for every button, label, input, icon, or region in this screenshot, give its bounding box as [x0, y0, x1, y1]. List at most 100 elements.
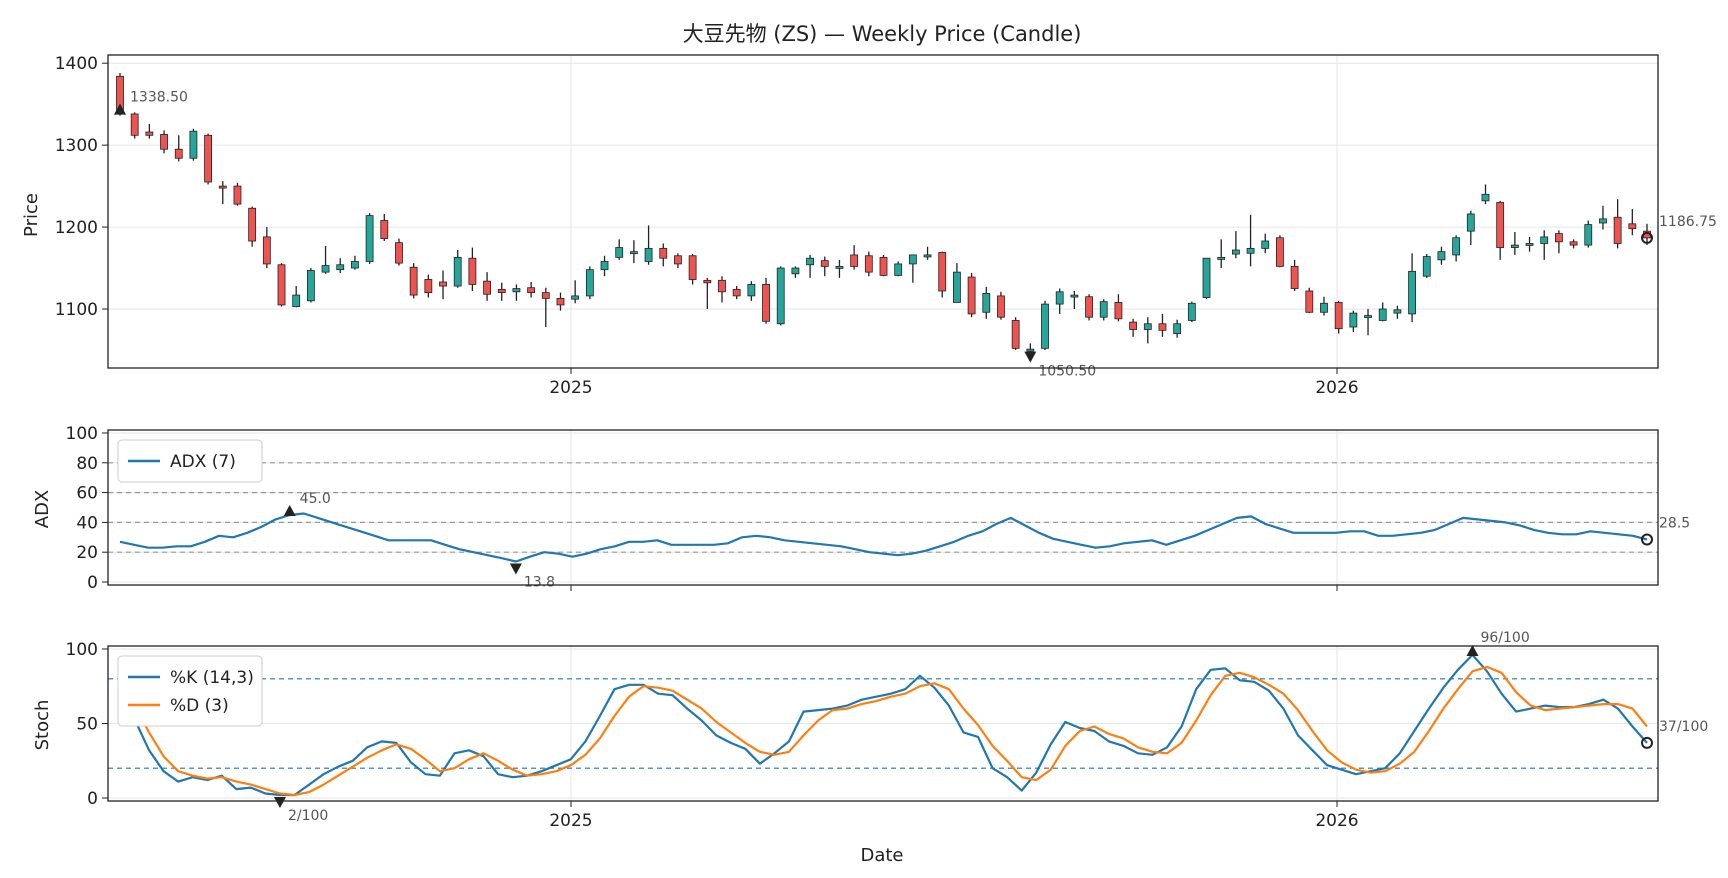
panel-frame — [107, 429, 1659, 586]
candle-down — [218, 185, 227, 189]
y-tick-label: 100 — [66, 424, 98, 444]
candle-down — [997, 295, 1005, 318]
candle-up — [1349, 312, 1358, 328]
candle-up — [1173, 323, 1182, 334]
candle-up — [1452, 237, 1461, 256]
candle-up — [1393, 309, 1402, 314]
candle-down — [262, 236, 271, 265]
legend-entry: %K (14,3) — [170, 668, 254, 688]
annotation-label: 1186.75 — [1659, 214, 1717, 230]
x-axis-label: Date — [860, 845, 903, 866]
candle-down — [732, 288, 741, 297]
candle-down — [938, 252, 947, 292]
candle-down — [277, 264, 286, 306]
candle-up — [615, 247, 624, 258]
y-tick-label: 60 — [76, 484, 98, 504]
price-axis-label: Price — [21, 193, 42, 237]
candle-down — [674, 255, 682, 265]
annotation-label: 13.8 — [524, 574, 555, 590]
candle-down — [483, 280, 491, 295]
candle-up — [908, 254, 917, 265]
candle-up — [571, 295, 580, 300]
peak-marker — [283, 504, 296, 516]
annotation-label: 2/100 — [288, 808, 328, 824]
candle-up — [1202, 257, 1211, 298]
annotation-label: 1338.50 — [130, 90, 188, 106]
candle-down — [688, 255, 697, 280]
candle-up — [1525, 243, 1534, 246]
candle-up — [1026, 348, 1035, 352]
y-tick-label: 40 — [76, 513, 98, 533]
candle-down — [820, 260, 829, 267]
candle-up — [365, 215, 374, 262]
candle-down — [204, 134, 212, 183]
candle-down — [248, 207, 257, 242]
candle-up — [1422, 256, 1431, 277]
x-tick-label: 2026 — [1315, 811, 1358, 831]
legend-entry: ADX (7) — [170, 452, 236, 472]
annotation-label: 96/100 — [1480, 630, 1529, 646]
candle-down — [1276, 237, 1284, 267]
candle-up — [776, 267, 785, 325]
candle-up — [1261, 240, 1270, 249]
candle-down — [468, 257, 477, 285]
candle-up — [1584, 224, 1593, 246]
candle-up — [1246, 247, 1255, 254]
candle-down — [556, 297, 565, 306]
candle-down — [424, 279, 433, 294]
adx-axis-label: ADX — [32, 490, 53, 529]
candle-down — [145, 131, 154, 136]
candle-up — [806, 257, 814, 266]
candle-down — [1011, 320, 1020, 349]
candle-down — [1085, 296, 1093, 318]
candle-down — [1114, 302, 1123, 320]
candle-down — [1569, 241, 1578, 246]
candle-up — [1466, 213, 1475, 232]
candle-up — [644, 247, 653, 262]
adx-panel: 45.0 13.8 28.5 0 20 40 60 80 100 ADX ADX (7) — [32, 424, 1690, 593]
candle-down — [380, 220, 389, 239]
annotation-label: 45.0 — [300, 491, 331, 507]
peak-marker — [114, 103, 126, 115]
candle-down — [1290, 265, 1299, 289]
candle-up — [894, 263, 903, 276]
candle-down — [864, 255, 873, 273]
annotation-box — [1035, 362, 1094, 380]
candle-up — [1510, 244, 1519, 248]
candle-down — [395, 242, 403, 264]
series-line-primary — [119, 653, 1648, 797]
candle-up — [1070, 294, 1079, 298]
candle-up — [306, 270, 315, 302]
candle-down — [527, 287, 536, 294]
candle-up — [835, 265, 844, 269]
y-tick-label: 1100 — [55, 300, 98, 320]
candle-up — [747, 284, 756, 297]
candle-up — [453, 256, 462, 287]
candle-up — [1217, 256, 1226, 260]
trough-marker — [509, 563, 522, 575]
candle-down — [174, 148, 183, 159]
candle-down — [967, 276, 976, 315]
candle-up — [1378, 308, 1387, 321]
annotation-label: 28.5 — [1659, 516, 1690, 532]
candle-up — [351, 261, 359, 269]
candle-down — [1158, 323, 1167, 331]
stoch-legend: %K (14,3) %D (3) — [117, 655, 263, 727]
panel-frame — [107, 645, 1659, 802]
series-line-secondary — [119, 665, 1648, 797]
candle-down — [233, 185, 242, 205]
candle-up — [336, 264, 345, 271]
y-tick-label: 0 — [87, 789, 98, 809]
candle-down — [541, 292, 550, 299]
candle-up — [1408, 270, 1416, 315]
legend-box — [117, 655, 263, 727]
candle-down — [1555, 233, 1563, 243]
candle-down — [718, 279, 726, 293]
y-tick-label: 1200 — [55, 218, 98, 238]
y-tick-label: 1400 — [55, 54, 98, 74]
y-tick-label: 1300 — [55, 136, 98, 156]
x-tick-label: 2026 — [1315, 378, 1358, 398]
annotation-box — [1477, 628, 1536, 646]
last-value-marker — [1641, 736, 1653, 749]
x-tick-label: 2025 — [549, 378, 592, 398]
